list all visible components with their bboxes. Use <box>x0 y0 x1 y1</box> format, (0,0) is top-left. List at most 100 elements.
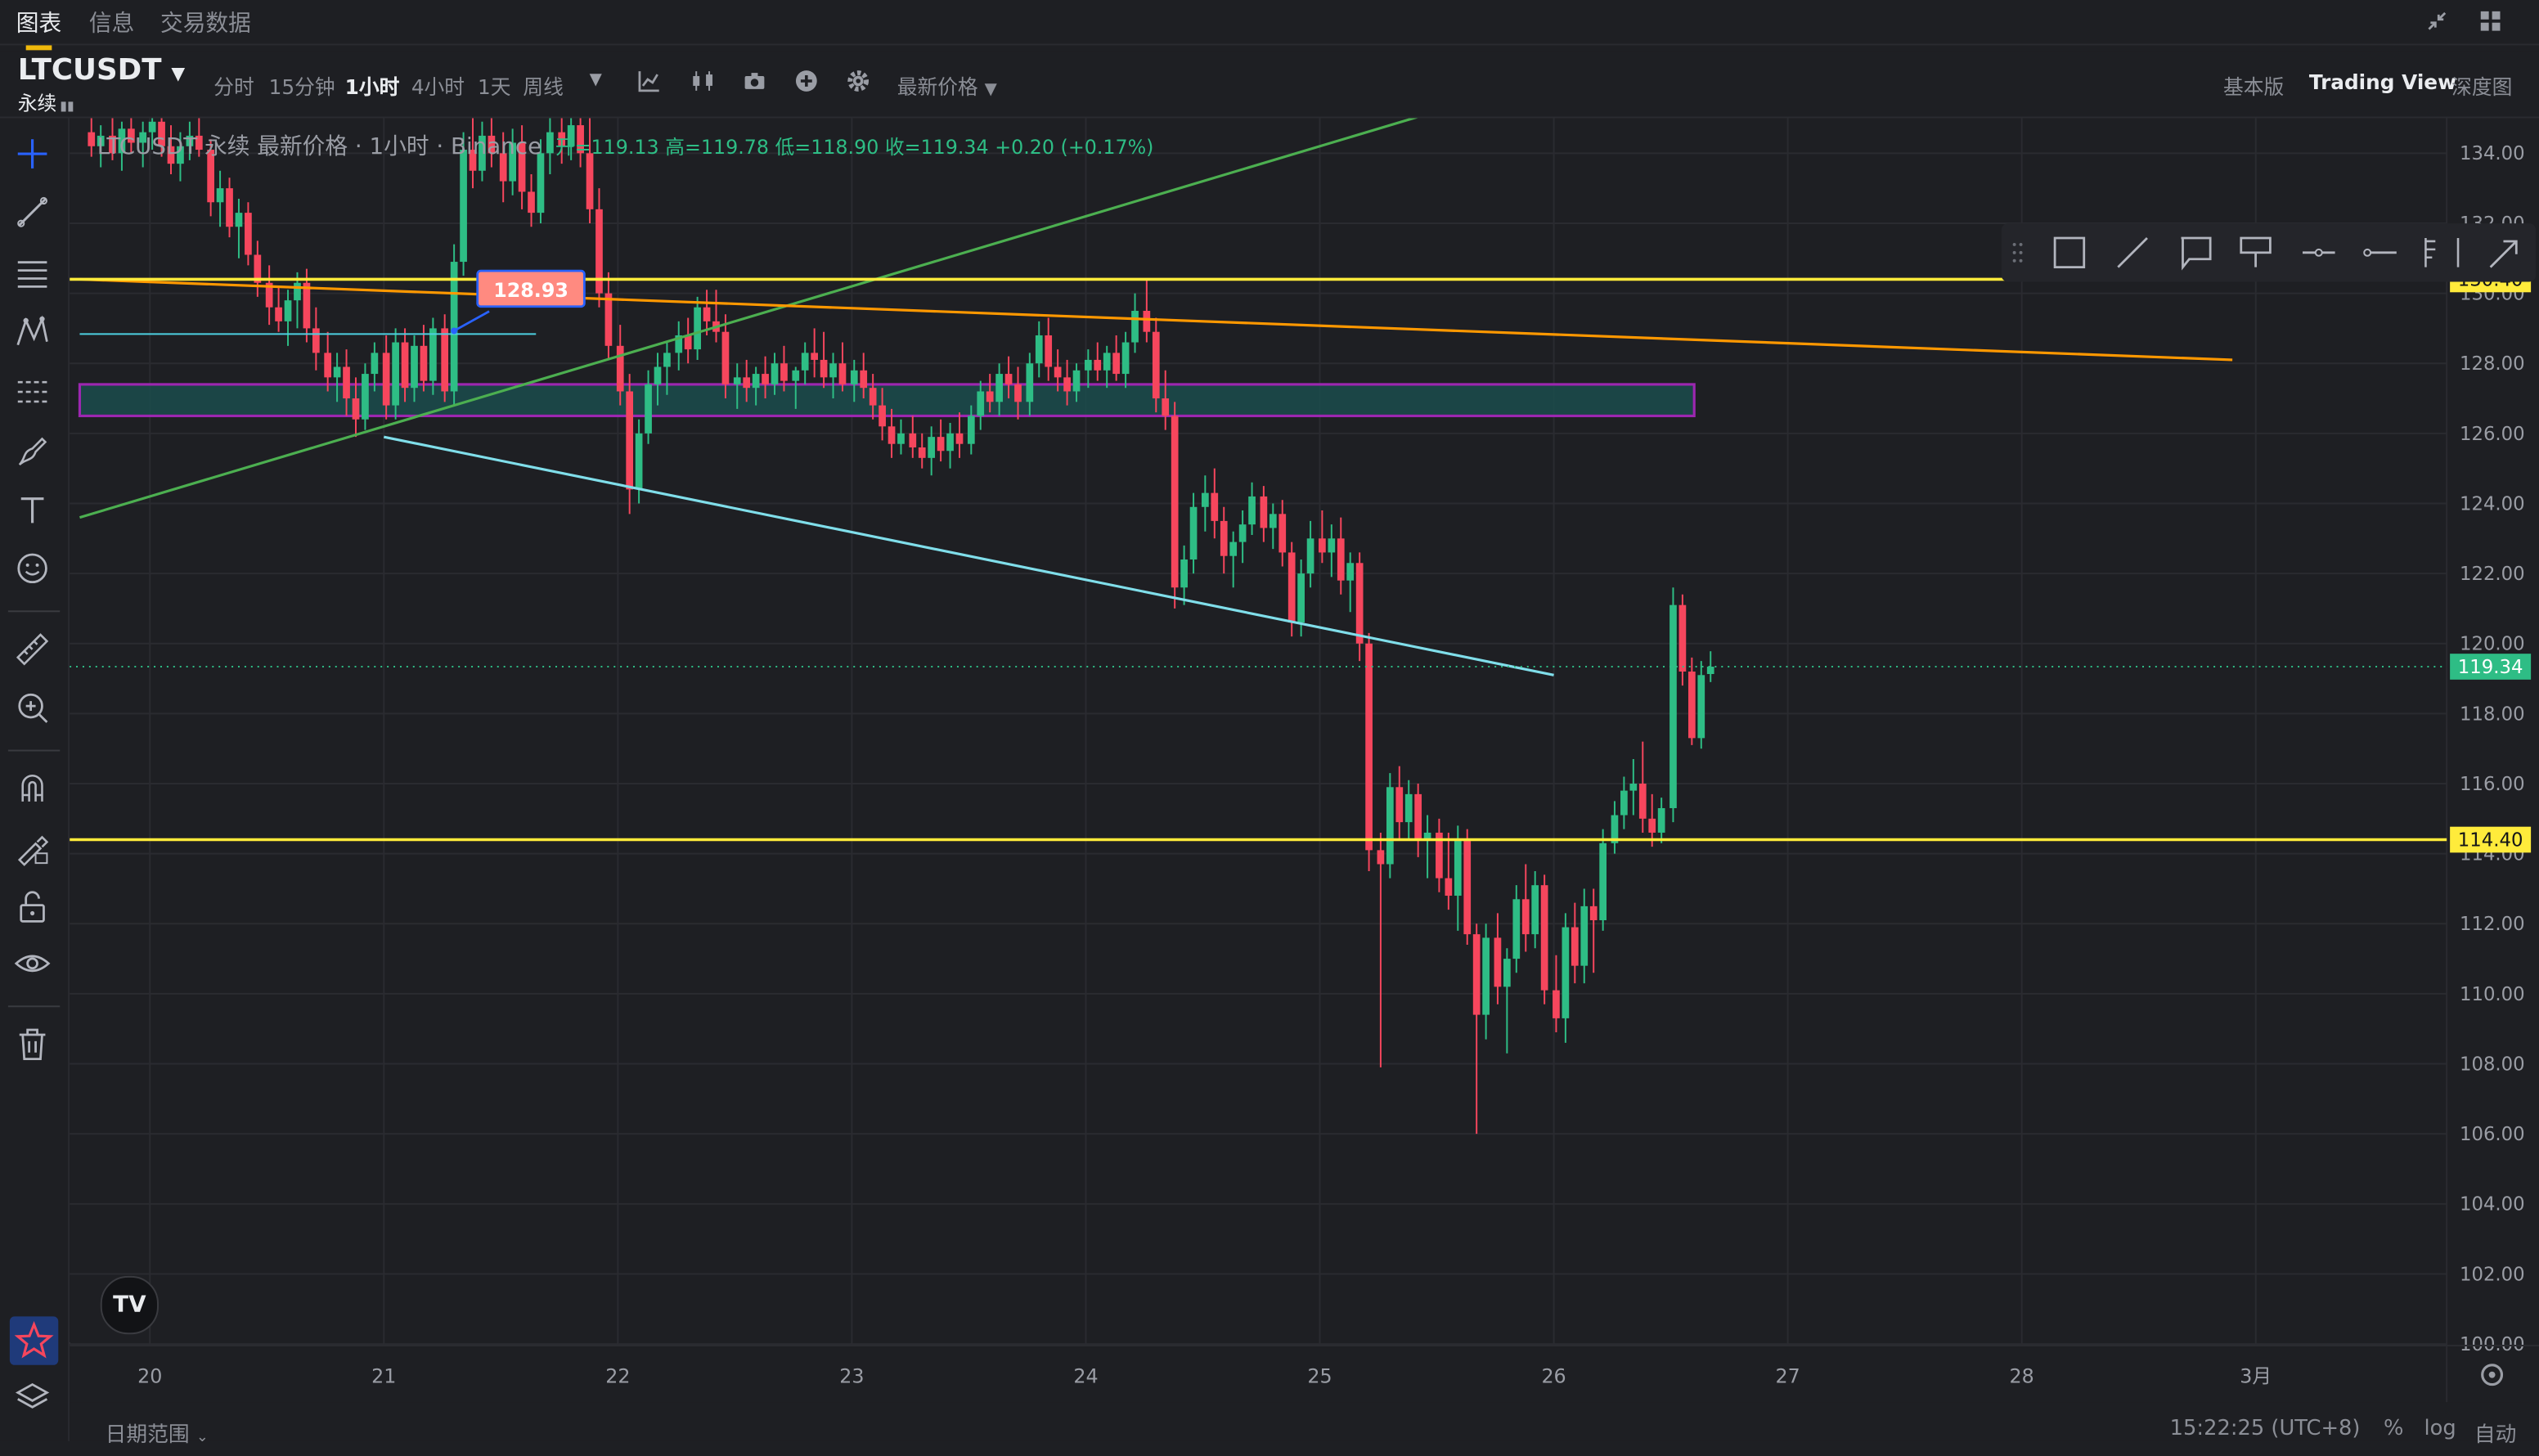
candle-body <box>860 370 868 389</box>
candle-body <box>869 388 877 406</box>
forecast-icon[interactable] <box>13 372 52 411</box>
collapse-icon[interactable] <box>2424 8 2450 41</box>
candle-body <box>382 353 390 406</box>
candle-body <box>1494 937 1502 987</box>
price-axis-label: 108.00 <box>2460 1054 2525 1075</box>
time-axis-label: 26 <box>1541 1365 1566 1388</box>
ruler-icon[interactable] <box>13 630 52 669</box>
price-range-icon <box>2424 238 2460 267</box>
symbol-name: LTCUSDT <box>17 53 162 88</box>
perpetual-label: 永续 ▮▮ <box>17 92 74 115</box>
percent-toggle[interactable]: % <box>2383 1417 2404 1441</box>
candle-body <box>1180 559 1188 588</box>
candle-body <box>1620 790 1628 816</box>
text-icon[interactable] <box>13 491 52 530</box>
candle-body <box>1562 927 1570 1018</box>
tab-trading-data[interactable]: 交易数据 <box>160 11 251 38</box>
timeframe-15m[interactable]: 15分钟 <box>268 74 335 99</box>
candle-body <box>1553 990 1560 1018</box>
candle-body <box>401 342 409 389</box>
brush-icon[interactable] <box>13 433 52 472</box>
drag-handle-icon <box>2012 242 2023 263</box>
date-range-button[interactable]: 日期范围 ⌄ <box>105 1423 209 1448</box>
candle-body <box>1035 335 1043 364</box>
crosshair-icon[interactable] <box>13 134 52 173</box>
floating-drawing-toolbar <box>2001 223 2537 282</box>
candle-body <box>186 135 194 146</box>
candle-body <box>558 132 566 146</box>
candle-body <box>537 153 545 213</box>
candle-body <box>392 342 399 406</box>
settings-gear-icon[interactable] <box>845 68 871 101</box>
price-type-select[interactable]: 最新价格 ▼ <box>897 74 997 99</box>
tab-info[interactable]: 信息 <box>88 11 135 38</box>
callout-tool-icon <box>2181 236 2212 271</box>
candle-body <box>1648 818 1656 833</box>
timeframe-1d[interactable]: 1天 <box>477 74 511 99</box>
more-timeframes-icon[interactable]: ▼ <box>589 71 602 89</box>
candle-body <box>616 345 624 392</box>
view-depth[interactable]: 深度图 <box>2451 74 2513 99</box>
bars-icon: ▮▮ <box>60 98 74 114</box>
active-tab-indicator <box>25 45 52 51</box>
tab-chart[interactable]: 图表 <box>16 11 62 38</box>
candle-body <box>139 132 147 143</box>
camera-icon[interactable] <box>742 68 768 101</box>
candle-body <box>780 363 788 381</box>
chart-area[interactable]: 134.00132.00130.00128.00126.00124.00122.… <box>70 118 2539 1441</box>
magnet-icon[interactable] <box>13 769 52 808</box>
candle-body <box>1346 563 1355 581</box>
star-favorite-icon[interactable] <box>9 1316 59 1365</box>
log-toggle[interactable]: log <box>2424 1417 2456 1441</box>
timeframe-4h[interactable]: 4小时 <box>411 74 465 99</box>
candle-body <box>1094 359 1102 371</box>
auto-toggle[interactable]: 自动 <box>2474 1423 2517 1448</box>
candle-body <box>177 146 184 164</box>
candle-body <box>509 142 516 182</box>
time-axis-label: 20 <box>137 1365 162 1388</box>
candle-body <box>1386 787 1394 865</box>
candle-body <box>207 150 214 203</box>
candle-body <box>986 391 994 402</box>
layout-grid-icon[interactable] <box>2478 8 2504 41</box>
indicators-icon[interactable] <box>636 68 663 101</box>
candle-body <box>235 213 243 227</box>
lock-drawing-icon[interactable] <box>13 828 52 867</box>
arrow-tool-icon <box>2489 240 2518 268</box>
zoom-in-icon[interactable] <box>13 688 52 727</box>
timeframe-1w[interactable]: 周线 <box>523 74 564 99</box>
view-basic[interactable]: 基本版 <box>2222 74 2285 99</box>
candle-body <box>265 282 273 308</box>
view-tradingview[interactable]: Trading View <box>2308 70 2456 94</box>
cyan-trendline <box>383 435 1554 676</box>
price-axis-label: 134.00 <box>2460 143 2525 164</box>
caret-down-icon: ▼ <box>171 63 186 84</box>
pattern-icon[interactable] <box>13 312 52 352</box>
chart-toolbar: LTCUSDT ▼ 永续 ▮▮ 分时 15分钟 1小时 4小时 1天 周线 ▼ 最新… <box>0 52 2539 119</box>
candle-body <box>721 331 730 384</box>
price-axis-label: 116.00 <box>2460 774 2525 795</box>
trend-line-icon[interactable] <box>13 193 52 232</box>
eye-icon[interactable] <box>13 944 52 983</box>
add-icon[interactable] <box>793 68 820 101</box>
price-chart[interactable]: 134.00132.00130.00128.00126.00124.00122.… <box>70 118 2539 1403</box>
candle-body <box>635 433 643 490</box>
drawing-toolbar <box>0 118 70 1441</box>
candle-type-icon[interactable] <box>690 68 716 101</box>
fib-icon[interactable] <box>13 254 52 294</box>
unlock-icon[interactable] <box>13 888 52 927</box>
candle-body <box>479 135 486 171</box>
trash-icon[interactable] <box>13 1025 52 1064</box>
symbol-selector[interactable]: LTCUSDT ▼ <box>18 53 185 88</box>
time-axis-label: 25 <box>1307 1365 1332 1388</box>
candle-body <box>1521 899 1530 935</box>
candle-body <box>216 188 224 203</box>
timeframe-1h[interactable]: 1小时 <box>344 74 400 99</box>
candle-body <box>1589 906 1598 920</box>
emoji-icon[interactable] <box>13 549 52 588</box>
layers-icon[interactable] <box>13 1378 52 1418</box>
timeframe-tick[interactable]: 分时 <box>213 74 254 99</box>
candle-body <box>518 142 526 192</box>
legend-ohlc: 开=119.13 高=119.78 低=118.90 收=119.34 +0.2… <box>555 136 1154 160</box>
candle-body <box>1121 342 1130 375</box>
